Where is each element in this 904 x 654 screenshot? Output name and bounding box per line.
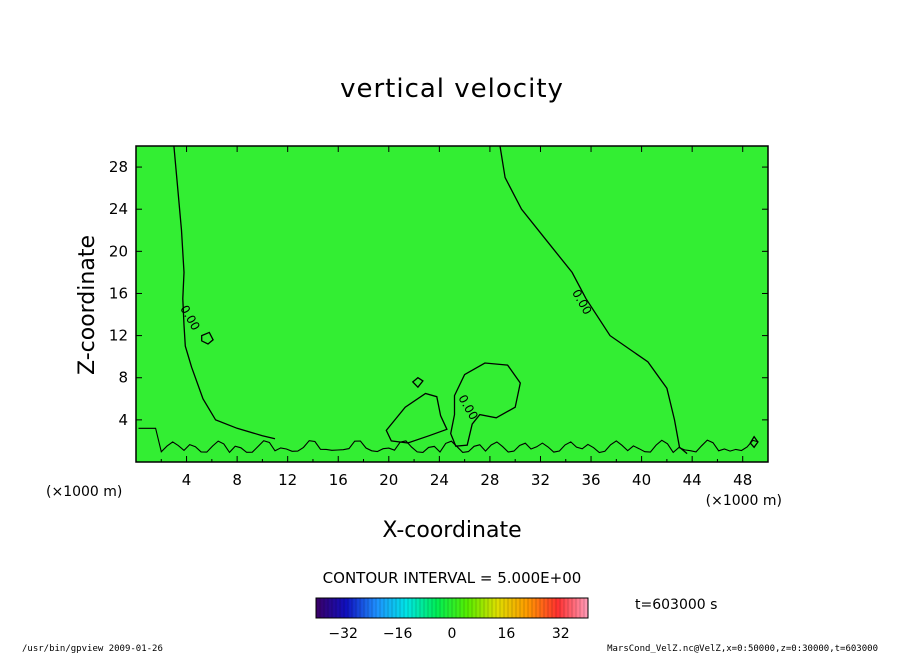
contour-line [201, 331, 214, 345]
x-tick-label: 24 [430, 471, 449, 489]
y-tick-label: 24 [109, 200, 128, 218]
x-tick-label: 36 [581, 471, 600, 489]
y-axis-unit: (×1000 m) [46, 484, 122, 500]
x-tick-label: 28 [480, 471, 499, 489]
colorbar-tick-label: 0 [448, 626, 457, 642]
x-tick-label: 40 [632, 471, 651, 489]
contour-line [138, 427, 759, 454]
colorbar-gradient [315, 597, 589, 619]
x-axis: 4 8 12 16 20 24 28 32 36 40 44 48 [160, 146, 752, 489]
x-tick-label: 20 [379, 471, 398, 489]
footer-left: /usr/bin/gpview 2009-01-26 [22, 644, 163, 654]
footer-right: MarsCond_VelZ.nc@VelZ,x=0:50000,z=0:3000… [607, 644, 878, 654]
y-tick-label: 28 [109, 158, 128, 176]
y-tick-label: 8 [118, 369, 128, 387]
y-axis: 4 8 12 16 20 24 28 [109, 158, 768, 429]
x-tick-label: 8 [232, 471, 242, 489]
y-tick-label: 16 [109, 284, 128, 302]
contour-line [385, 392, 448, 444]
contour-line [499, 145, 688, 455]
colorbar: −32 −16 0 16 32 [315, 597, 589, 642]
x-axis-label: X-coordinate [382, 518, 521, 543]
x-tick-label: 48 [733, 471, 752, 489]
x-tick-label: 12 [278, 471, 297, 489]
time-label: t=603000 s [635, 597, 717, 613]
x-tick-label: 32 [531, 471, 550, 489]
x-tick-label: 16 [329, 471, 348, 489]
chart-title: vertical velocity [340, 74, 564, 104]
y-tick-label: 12 [109, 327, 128, 345]
x-tick-label: 44 [683, 471, 702, 489]
colorbar-tick-label: 16 [497, 626, 515, 642]
contour-line [411, 376, 424, 389]
x-axis-unit: (×1000 m) [706, 493, 782, 509]
colorbar-tick-label: 32 [552, 626, 570, 642]
colorbar-tick-label: −16 [383, 626, 413, 642]
y-tick-label: 4 [118, 411, 128, 429]
colorbar-ticks: −32 −16 0 16 32 [328, 626, 569, 642]
plot-area: 0.000.000.00 [135, 145, 769, 463]
contour-line [450, 362, 521, 447]
contour-interval-label: CONTOUR INTERVAL = 5.000E+00 [323, 569, 582, 587]
y-axis-label: Z-coordinate [75, 235, 100, 375]
y-tick-label: 20 [109, 242, 128, 260]
colorbar-tick-label: −32 [328, 626, 358, 642]
x-tick-label: 4 [182, 471, 192, 489]
plot-frame [135, 145, 769, 463]
velocity-field [136, 146, 768, 462]
contour-line [173, 145, 276, 440]
